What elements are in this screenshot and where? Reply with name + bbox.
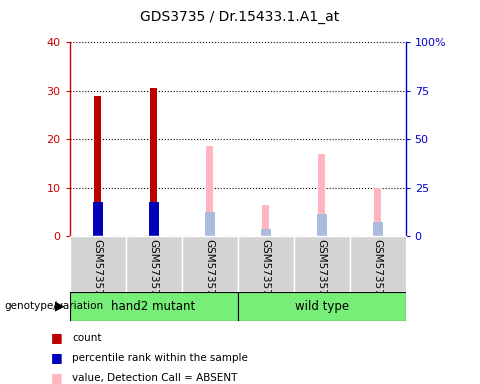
Text: percentile rank within the sample: percentile rank within the sample	[72, 353, 248, 363]
Bar	[372, 222, 383, 236]
Bar	[294, 236, 349, 292]
Bar	[349, 236, 406, 292]
Text: GSM573575: GSM573575	[317, 239, 326, 302]
Text: GSM573573: GSM573573	[261, 239, 271, 302]
Bar	[238, 292, 406, 321]
Text: GSM573578: GSM573578	[204, 239, 215, 302]
Text: count: count	[72, 333, 101, 343]
Bar	[126, 236, 181, 292]
Bar	[93, 202, 103, 236]
Text: value, Detection Call = ABSENT: value, Detection Call = ABSENT	[72, 373, 238, 383]
Text: GSM573574: GSM573574	[93, 239, 103, 302]
Bar	[150, 88, 157, 236]
Bar	[149, 202, 158, 236]
Text: ■: ■	[50, 331, 62, 344]
Bar	[181, 236, 238, 292]
Bar	[94, 96, 101, 236]
Bar	[317, 214, 326, 236]
Bar	[262, 205, 269, 236]
Text: ■: ■	[50, 351, 62, 364]
Bar	[318, 154, 325, 236]
Bar	[261, 229, 271, 236]
Bar	[374, 188, 381, 236]
Bar	[238, 236, 294, 292]
Text: genotype/variation: genotype/variation	[5, 301, 104, 311]
Text: GSM573577: GSM573577	[372, 239, 383, 302]
Text: ▶: ▶	[55, 300, 65, 313]
Text: GDS3735 / Dr.15433.1.A1_at: GDS3735 / Dr.15433.1.A1_at	[140, 10, 340, 23]
Bar	[70, 236, 126, 292]
Text: hand2 mutant: hand2 mutant	[111, 300, 196, 313]
Text: ■: ■	[50, 371, 62, 384]
Bar	[70, 292, 238, 321]
Text: wild type: wild type	[295, 300, 348, 313]
Bar	[206, 146, 213, 236]
Text: GSM573576: GSM573576	[149, 239, 158, 302]
Bar	[204, 212, 215, 236]
